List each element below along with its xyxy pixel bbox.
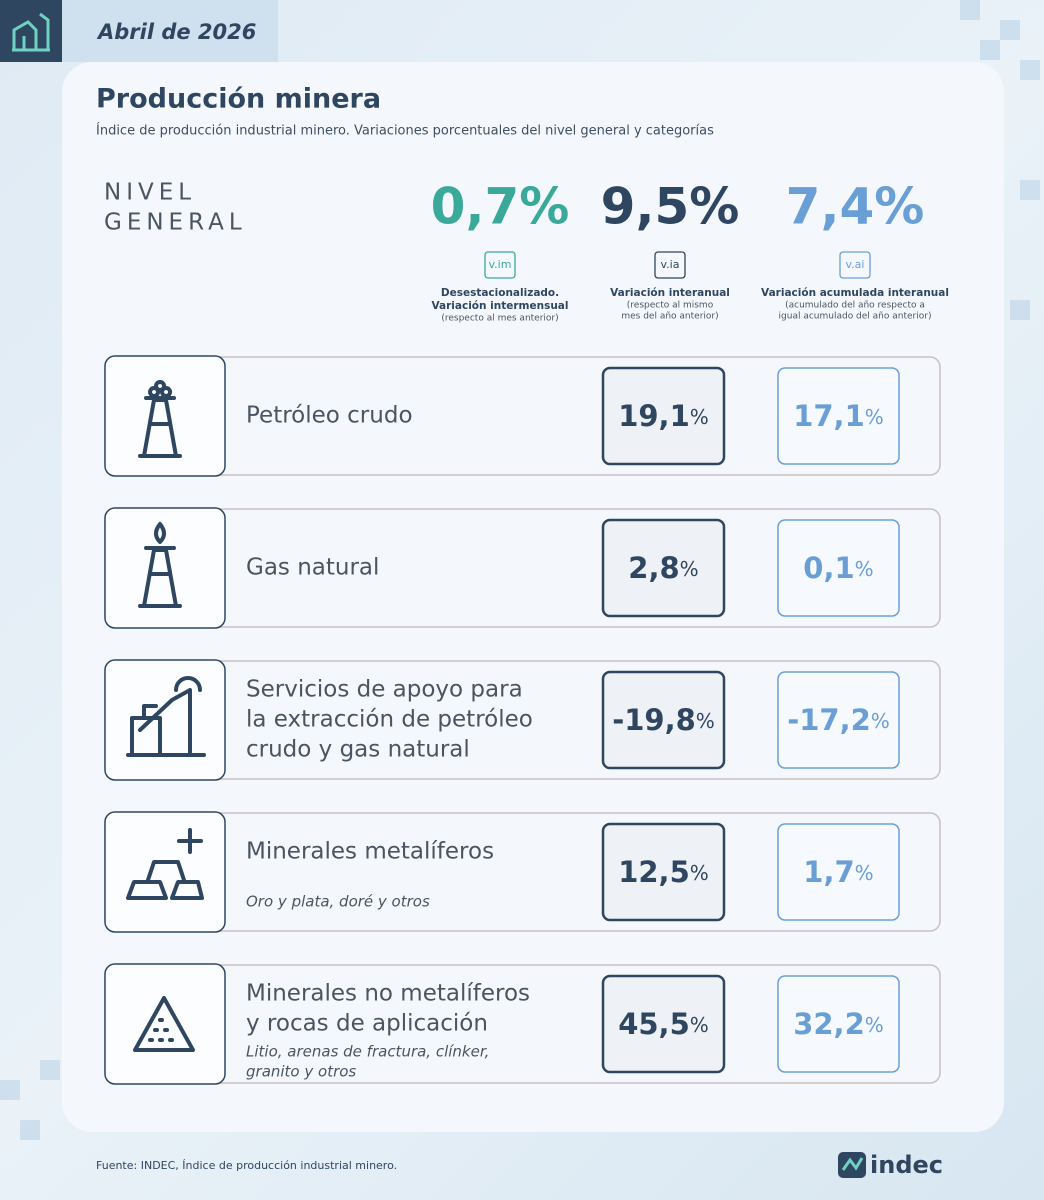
metric-desc: Variación interanual [610, 287, 730, 299]
source: Fuente: INDEC, Índice de producción indu… [96, 1159, 397, 1172]
icon-box [104, 355, 226, 477]
category-name: Servicios de apoyo para [246, 677, 523, 703]
vai-box [777, 823, 900, 921]
metric-tag: v.ia [661, 258, 680, 271]
via-number: -19,8 [612, 703, 696, 737]
logo-square [0, 0, 62, 62]
vai-number: 1,7 [803, 855, 854, 889]
category-name: y rocas de aplicación [246, 1011, 488, 1037]
metric-tag-box [839, 251, 871, 279]
subtitle: Índice de producción industrial minero. … [96, 123, 714, 139]
via-unit: % [696, 709, 715, 733]
metric-note: mes del año anterior) [621, 312, 718, 322]
decoration [0, 0, 1040, 1140]
via-unit: % [690, 1013, 709, 1037]
date: Abril de 2026 [96, 20, 256, 44]
vai-number: -17,2 [787, 703, 871, 737]
icon-box [104, 963, 226, 1085]
vai-unit: % [871, 709, 890, 733]
category-name: crudo y gas natural [246, 737, 470, 763]
via-unit: % [680, 557, 699, 581]
via-box [601, 366, 726, 466]
vai-value: 0,1% [803, 551, 873, 585]
via-value: 2,8% [628, 551, 698, 585]
vai-unit: % [865, 1013, 884, 1037]
metric-tag-box [654, 251, 686, 279]
category-name: Minerales metalíferos [246, 839, 494, 865]
metric-value: 0,7% [431, 178, 570, 236]
logo-mark [841, 1157, 864, 1171]
via-value: 45,5% [618, 1007, 709, 1041]
category-detail: granito y otros [246, 1063, 356, 1081]
metric-desc: Variación acumulada interanual [761, 287, 949, 299]
category-icon [138, 522, 182, 608]
via-unit: % [690, 405, 709, 429]
via-value: 12,5% [618, 855, 709, 889]
vai-number: 17,1 [793, 399, 865, 433]
general-label: NIVEL [104, 180, 196, 206]
via-number: 45,5 [618, 1007, 690, 1041]
icon-box [104, 811, 226, 933]
via-value: 19,1% [618, 399, 709, 433]
metric-value: 7,4% [786, 178, 925, 236]
metric-tag-box [484, 251, 516, 279]
vai-value: 1,7% [803, 855, 873, 889]
metric-desc: Desestacionalizado. [441, 287, 559, 299]
metric-tag: v.im [489, 258, 512, 271]
date-tab [62, 0, 278, 62]
via-number: 19,1 [618, 399, 690, 433]
vai-value: 17,1% [793, 399, 884, 433]
vai-number: 0,1 [803, 551, 854, 585]
header-icon [12, 12, 50, 52]
metric-value: 9,5% [601, 178, 740, 236]
vai-unit: % [865, 405, 884, 429]
category-icon [133, 996, 195, 1052]
vai-unit: % [855, 557, 874, 581]
title: Producción minera [96, 84, 381, 115]
vai-value: 32,2% [793, 1007, 884, 1041]
metric-desc: Variación intermensual [431, 300, 568, 312]
category-detail: Litio, arenas de fractura, clínker, [246, 1043, 489, 1061]
category-name: la extracción de petróleo [246, 707, 533, 733]
icon-box [104, 507, 226, 629]
metric-note: igual acumulado del año anterior) [779, 312, 932, 322]
vai-box [777, 975, 900, 1073]
category-icon [126, 828, 204, 900]
vai-unit: % [855, 861, 874, 885]
vai-box [777, 671, 900, 769]
category-icon [138, 380, 182, 458]
metric-note: (respecto al mes anterior) [441, 314, 558, 324]
category-name: Petróleo crudo [246, 403, 413, 429]
vai-number: 32,2 [793, 1007, 865, 1041]
category-icon [126, 676, 206, 757]
via-number: 2,8 [628, 551, 679, 585]
metric-tag: v.ai [846, 258, 865, 271]
logo: indec [870, 1151, 943, 1179]
metric-note: (acumulado del año respecto a [785, 301, 925, 311]
via-box [601, 974, 726, 1074]
metric-note: (respecto al mismo [627, 301, 714, 311]
via-value: -19,8% [612, 703, 715, 737]
vai-box [777, 519, 900, 617]
category-name: Minerales no metalíferos [246, 981, 530, 1007]
icon-box [104, 659, 226, 781]
via-box [601, 518, 726, 618]
via-box [601, 822, 726, 922]
category-name: Gas natural [246, 555, 379, 581]
vai-value: -17,2% [787, 703, 890, 737]
vai-box [777, 367, 900, 465]
via-box [601, 670, 726, 770]
via-number: 12,5 [618, 855, 690, 889]
via-unit: % [690, 861, 709, 885]
category-detail: Oro y plata, doré y otros [246, 893, 430, 911]
general-label: GENERAL [104, 210, 247, 236]
